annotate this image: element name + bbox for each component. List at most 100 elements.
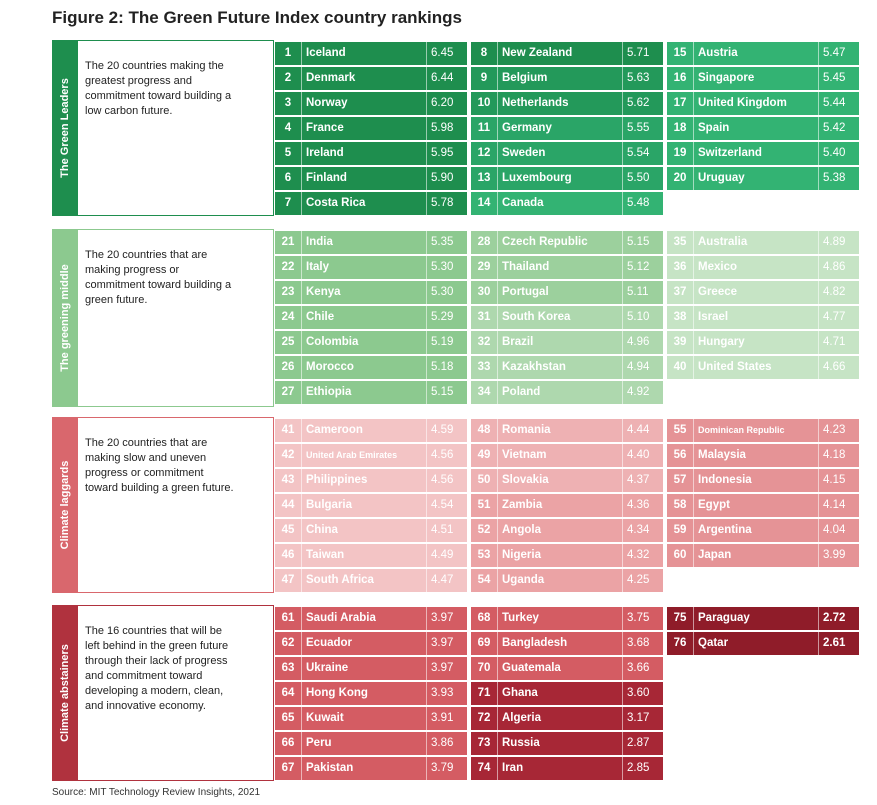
rank-number: 40 xyxy=(673,361,687,373)
rank-number: 8 xyxy=(480,47,488,59)
ranking-row: 26 Morocco 5.18 xyxy=(275,356,467,379)
country-name: Uruguay xyxy=(693,167,818,190)
country-name: Uganda xyxy=(497,569,622,592)
score-value: 3.68 xyxy=(622,632,663,655)
country-name: Norway xyxy=(301,92,426,115)
country-name: Ghana xyxy=(497,682,622,705)
score-value: 5.98 xyxy=(426,117,467,140)
score-value: 5.45 xyxy=(818,67,859,90)
country-name: Germany xyxy=(497,117,622,140)
score-value: 3.97 xyxy=(426,657,467,680)
ranking-row: 53 Nigeria 4.32 xyxy=(471,544,663,567)
rank-number: 47 xyxy=(281,574,295,586)
country-name: Dominican Republic xyxy=(693,419,818,442)
score-value: 4.44 xyxy=(622,419,663,442)
rank-number: 65 xyxy=(281,712,295,724)
score-value: 3.60 xyxy=(622,682,663,705)
score-value: 5.50 xyxy=(622,167,663,190)
ranking-row: 4 France 5.98 xyxy=(275,117,467,140)
tier-description: The 20 countries that are making progres… xyxy=(85,249,232,306)
score-value: 5.71 xyxy=(622,42,663,65)
country-name: Thailand xyxy=(497,256,622,279)
ranking-row: 71 Ghana 3.60 xyxy=(471,682,663,705)
ranking-row: 1 Iceland 6.45 xyxy=(275,42,467,65)
country-name: Greece xyxy=(693,281,818,304)
rank-number: 76 xyxy=(673,637,687,649)
score-value: 4.96 xyxy=(622,331,663,354)
tier-description-box: The 20 countries making the greatest pro… xyxy=(78,40,274,216)
ranking-row: 61 Saudi Arabia 3.97 xyxy=(275,607,467,630)
ranking-row: 45 China 4.51 xyxy=(275,519,467,542)
score-value: 4.37 xyxy=(622,469,663,492)
score-value: 3.75 xyxy=(622,607,663,630)
score-value: 4.32 xyxy=(622,544,663,567)
ranking-row: 19 Switzerland 5.40 xyxy=(667,142,859,165)
rank-number: 50 xyxy=(477,474,491,486)
country-name: India xyxy=(301,231,426,254)
country-name: Turkey xyxy=(497,607,622,630)
rank-number: 72 xyxy=(477,712,491,724)
ranking-row: 38 Israel 4.77 xyxy=(667,306,859,329)
rank-number: 25 xyxy=(281,336,295,348)
rank-number: 69 xyxy=(477,637,491,649)
rank-number: 16 xyxy=(673,72,687,84)
score-value: 5.30 xyxy=(426,281,467,304)
tier-group: Climate laggards The 20 countries that ar… xyxy=(52,417,276,593)
ranking-row: 3 Norway 6.20 xyxy=(275,92,467,115)
rank-number: 13 xyxy=(477,172,491,184)
tier-label-tab: Climate laggards xyxy=(52,417,78,593)
ranking-row: 70 Guatemala 3.66 xyxy=(471,657,663,680)
score-value: 3.91 xyxy=(426,707,467,730)
score-value: 5.11 xyxy=(622,281,663,304)
rank-number: 7 xyxy=(284,197,292,209)
ranking-row: 75 Paraguay 2.72 xyxy=(667,607,859,630)
ranking-row: 48 Romania 4.44 xyxy=(471,419,663,442)
country-name: Italy xyxy=(301,256,426,279)
rank-number: 20 xyxy=(673,172,687,184)
country-name: United Kingdom xyxy=(693,92,818,115)
rank-number: 36 xyxy=(673,261,687,273)
score-value: 4.51 xyxy=(426,519,467,542)
ranking-row: 29 Thailand 5.12 xyxy=(471,256,663,279)
ranking-row: 72 Algeria 3.17 xyxy=(471,707,663,730)
country-name: Finland xyxy=(301,167,426,190)
ranking-row: 50 Slovakia 4.37 xyxy=(471,469,663,492)
score-value: 3.86 xyxy=(426,732,467,755)
score-value: 5.19 xyxy=(426,331,467,354)
country-name: Costa Rica xyxy=(301,192,426,215)
ranking-row: 21 India 5.35 xyxy=(275,231,467,254)
country-name: Spain xyxy=(693,117,818,140)
score-value: 4.56 xyxy=(426,444,467,467)
score-value: 4.14 xyxy=(818,494,859,517)
tier-group: The greening middle The 20 countries that… xyxy=(52,229,276,407)
tier-description: The 20 countries making the greatest pro… xyxy=(85,60,232,117)
country-name: Colombia xyxy=(301,331,426,354)
tier-label-tab: The Green Leaders xyxy=(52,40,78,216)
rank-number: 23 xyxy=(281,286,295,298)
ranking-row: 35 Australia 4.89 xyxy=(667,231,859,254)
ranking-row: 23 Kenya 5.30 xyxy=(275,281,467,304)
country-name: New Zealand xyxy=(497,42,622,65)
score-value: 4.66 xyxy=(818,356,859,379)
rank-number: 43 xyxy=(281,474,295,486)
country-name: Netherlands xyxy=(497,92,622,115)
ranking-row: 13 Luxembourg 5.50 xyxy=(471,167,663,190)
ranking-row: 17 United Kingdom 5.44 xyxy=(667,92,859,115)
score-value: 5.55 xyxy=(622,117,663,140)
ranking-row: 66 Peru 3.86 xyxy=(275,732,467,755)
country-name: Denmark xyxy=(301,67,426,90)
rank-number: 34 xyxy=(477,386,491,398)
score-value: 5.90 xyxy=(426,167,467,190)
ranking-row: 51 Zambia 4.36 xyxy=(471,494,663,517)
ranking-row: 33 Kazakhstan 4.94 xyxy=(471,356,663,379)
ranking-row: 15 Austria 5.47 xyxy=(667,42,859,65)
score-value: 5.62 xyxy=(622,92,663,115)
ranking-row: 74 Iran 2.85 xyxy=(471,757,663,780)
rank-number: 35 xyxy=(673,236,687,248)
country-name: Ethiopia xyxy=(301,381,426,404)
score-value: 5.47 xyxy=(818,42,859,65)
country-name: Japan xyxy=(693,544,818,567)
rank-number: 52 xyxy=(477,524,491,536)
score-value: 3.66 xyxy=(622,657,663,680)
tier-label: The Green Leaders xyxy=(59,78,71,178)
